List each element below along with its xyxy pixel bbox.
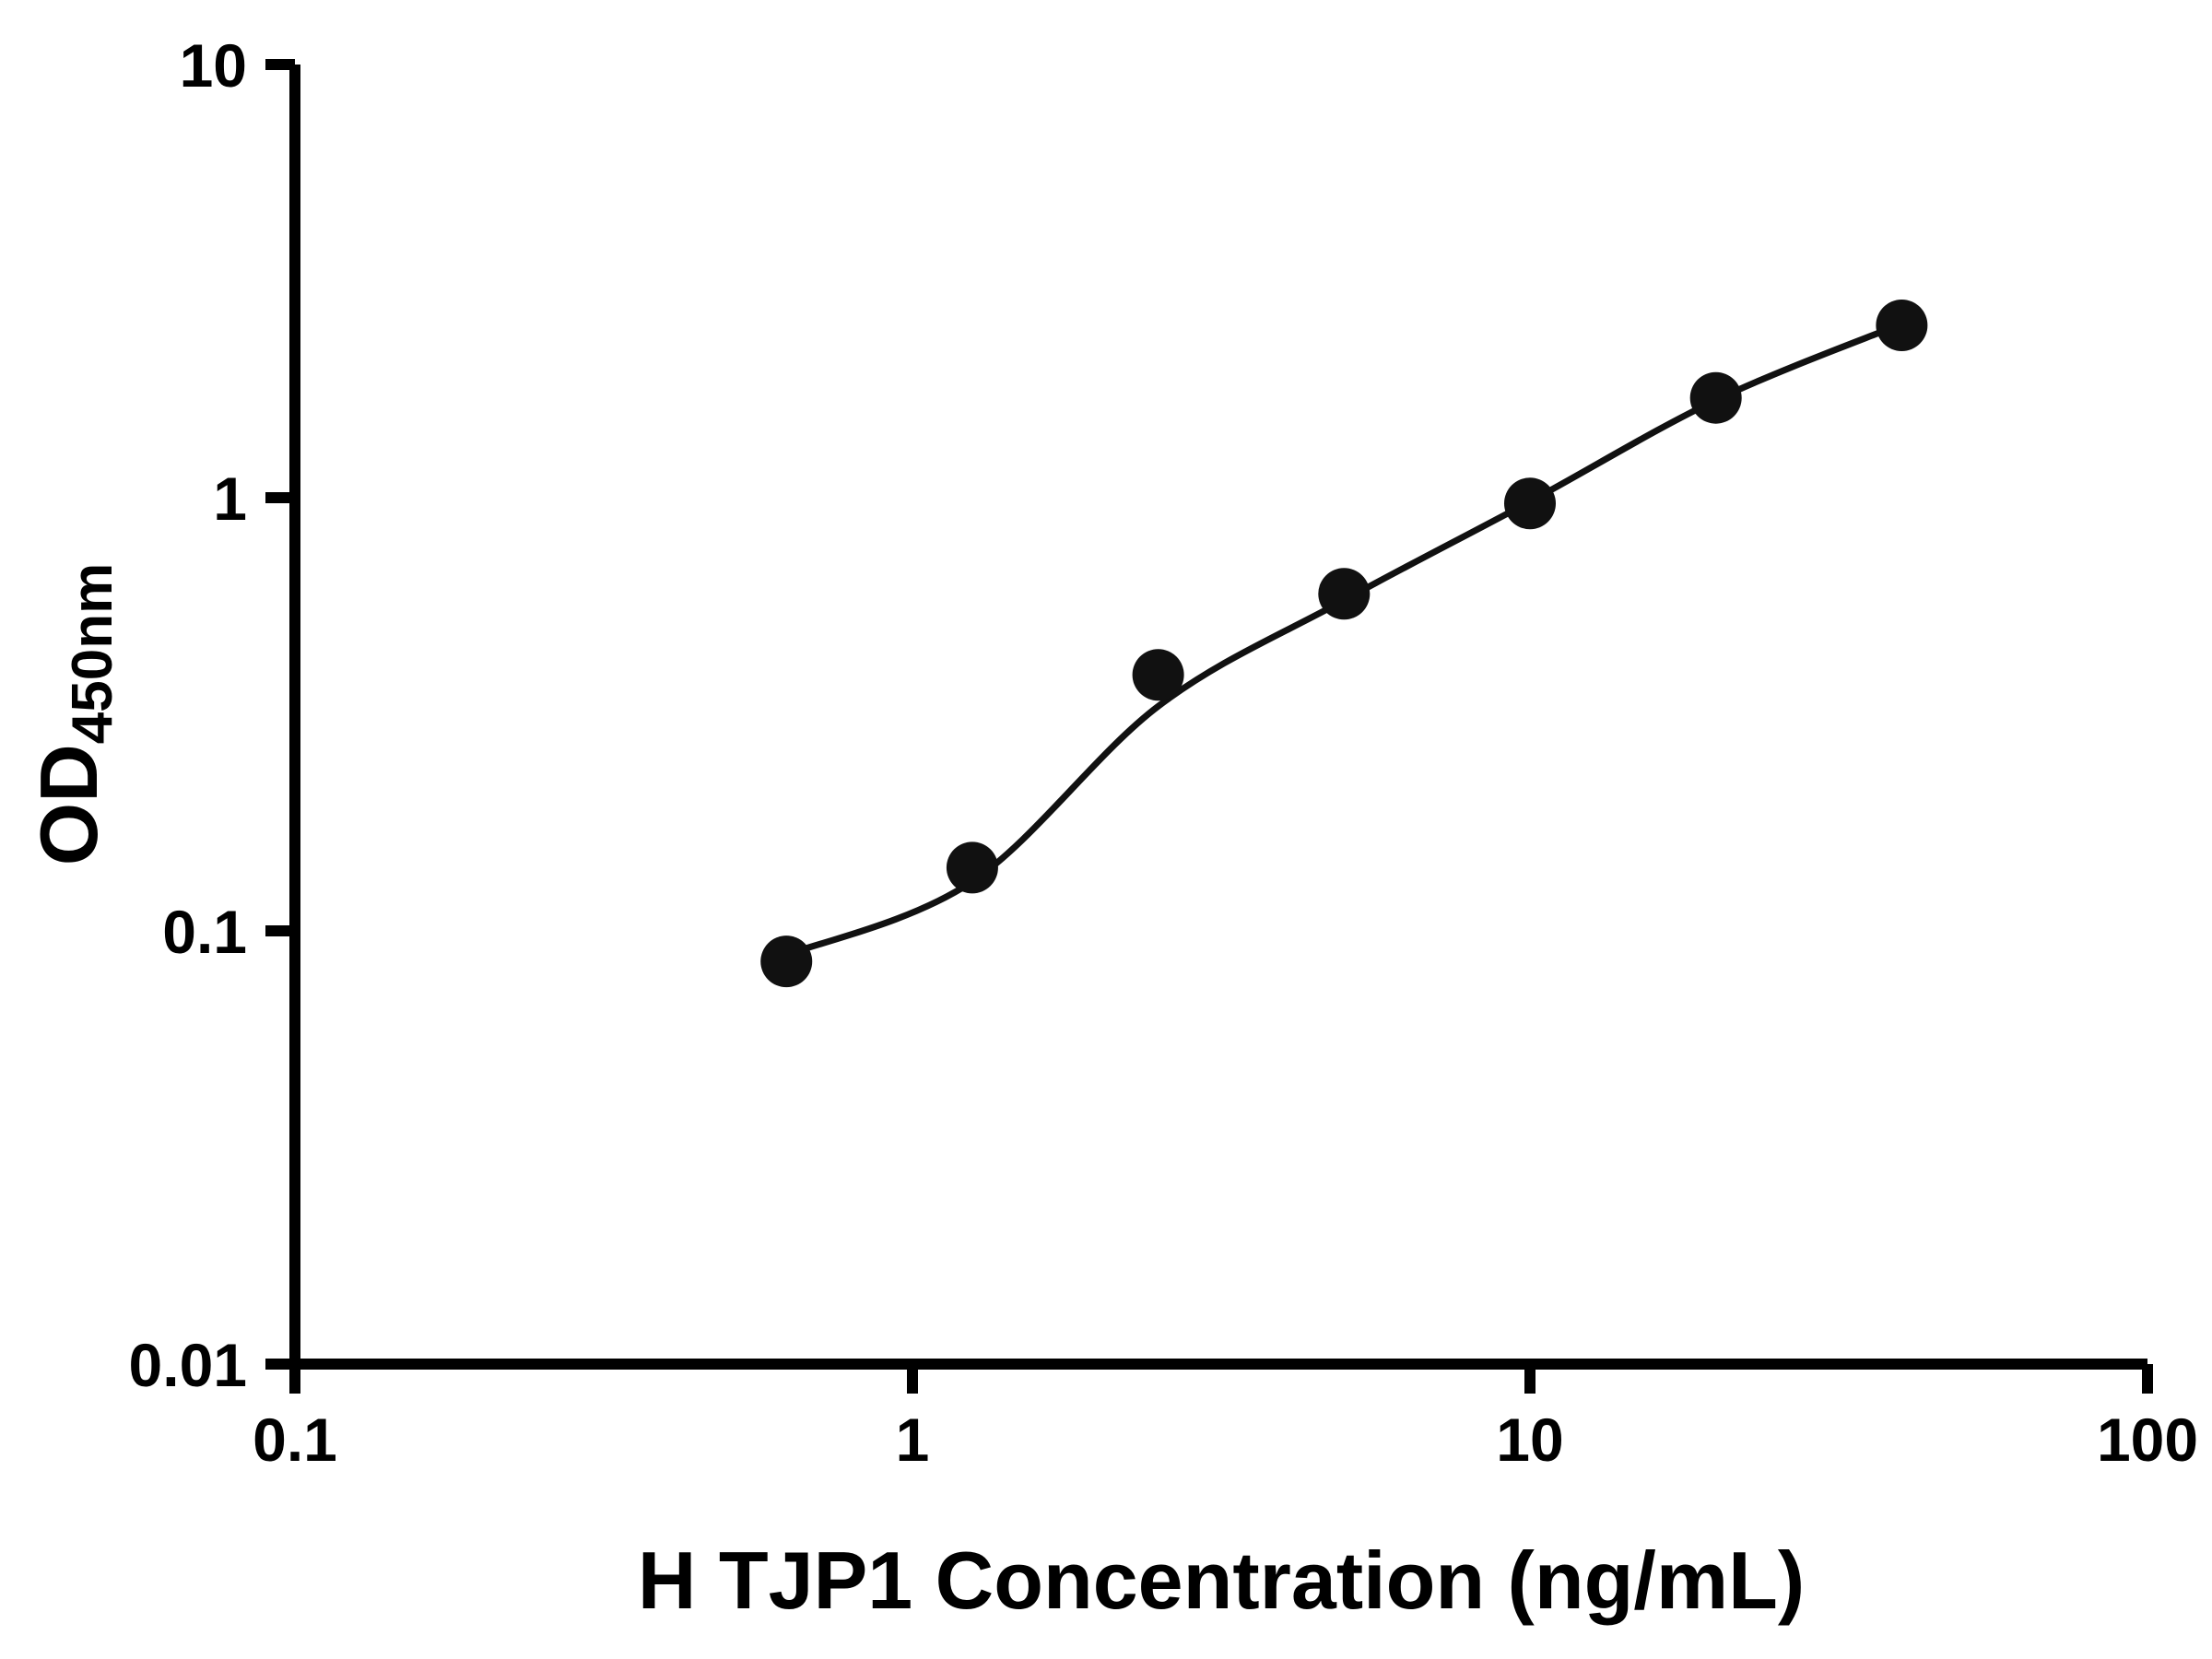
y-axis-title-sub: 450nm (61, 563, 124, 744)
x-axis-title: H TJP1 Concentration (ng/mL) (638, 1535, 1805, 1626)
x-tick-label: 100 (2097, 1406, 2198, 1474)
axes-spine (289, 65, 2147, 1370)
y-axis-title-main: OD (23, 744, 114, 865)
data-point (1504, 477, 1556, 530)
y-tick-label: 10 (180, 31, 247, 100)
data-point (1876, 299, 1928, 351)
y-axis-title: OD450nm (23, 563, 124, 865)
y-tick-label: 1 (213, 465, 247, 533)
data-point (1132, 649, 1184, 701)
data-point (946, 841, 998, 894)
data-point (1318, 568, 1371, 620)
y-tick-label: 0.01 (129, 1331, 247, 1399)
x-tick-label: 0.1 (253, 1406, 337, 1474)
x-tick-label: 10 (1496, 1406, 1563, 1474)
y-tick-label: 0.1 (162, 898, 247, 966)
data-point (760, 935, 813, 988)
x-tick-label: 1 (896, 1406, 930, 1474)
data-point (1689, 371, 1742, 424)
